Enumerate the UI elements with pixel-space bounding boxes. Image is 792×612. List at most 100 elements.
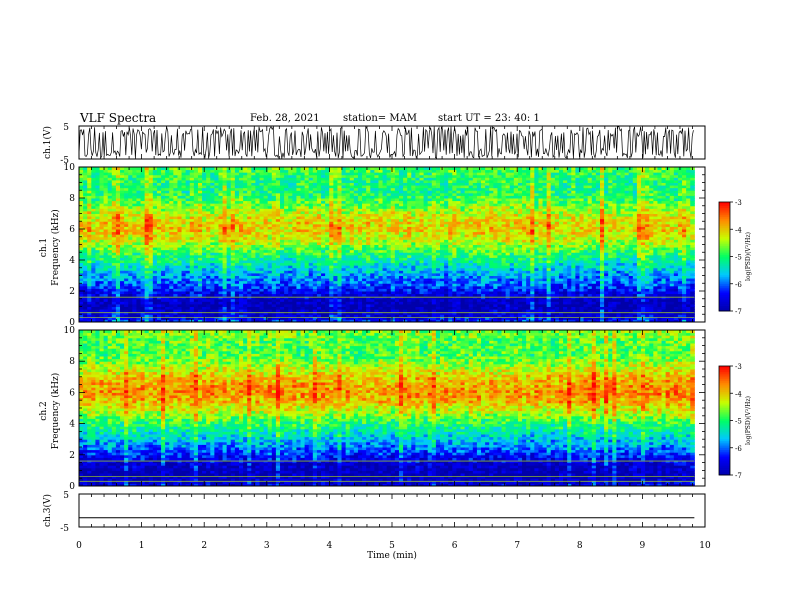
spectrogram-cell [156, 174, 162, 178]
spectrogram-cell [128, 265, 133, 269]
spectrogram-cell [111, 190, 117, 194]
spectrogram-cell [161, 236, 166, 240]
spectrogram-cell [148, 280, 154, 284]
spectrogram-cell [181, 265, 187, 269]
spectrogram-cell [181, 301, 187, 305]
spectrogram-cell [140, 195, 146, 199]
spectrogram-cell [103, 179, 109, 183]
spectrogram-cell [115, 252, 121, 256]
spectrogram-cell [128, 172, 133, 176]
spectrogram-cell [132, 301, 137, 305]
spectrogram-cell [115, 291, 121, 295]
spectrogram-cell [140, 234, 146, 238]
spectrogram-cell [99, 285, 105, 289]
spectrogram-cell [124, 306, 129, 310]
spectrogram-cell [107, 288, 113, 292]
spectrogram-cell [156, 309, 162, 313]
spectrogram-cell [124, 182, 129, 186]
spectrogram-cell [165, 314, 170, 318]
spectrogram-cell [83, 247, 88, 251]
spectrogram-cell [161, 239, 166, 243]
spectrogram-cell [165, 285, 170, 289]
spectrogram-cell [181, 172, 187, 176]
spectrogram-cell [95, 249, 101, 253]
spectrogram-cell [103, 213, 109, 217]
spectrogram-cell [128, 301, 133, 305]
spectrogram-cell [87, 221, 92, 225]
spectrogram-cell [165, 311, 170, 315]
spectrogram-cell [115, 267, 121, 271]
spectrogram-cell [107, 216, 113, 220]
spectrogram-cell [107, 179, 113, 183]
spectrogram-cell [79, 198, 84, 202]
spectrogram-cell [140, 301, 146, 305]
spectrogram-cell [169, 314, 174, 318]
spectrogram-cell [120, 272, 125, 276]
spectrogram-cell [120, 301, 125, 305]
spectrogram-cell [95, 296, 101, 300]
spectrogram-cell [115, 218, 121, 222]
spectrogram-cell [185, 293, 191, 297]
spectrogram-cell [111, 285, 117, 289]
spectrogram-cell [111, 309, 117, 313]
spectrogram-cell [173, 301, 178, 305]
spectrogram-cell [107, 285, 113, 289]
spectrogram-cell [107, 306, 113, 310]
spectrogram-cell [120, 316, 125, 320]
spectrogram-cell [181, 283, 187, 287]
spectrogram-cell [148, 306, 154, 310]
ch1-waveform-trace [78, 125, 694, 160]
spectrogram-cell [169, 272, 174, 276]
spectrogram-cell [136, 236, 142, 240]
spectrogram-cell [103, 301, 109, 305]
spectrogram-cell [79, 192, 84, 196]
spectrogram-cell [185, 262, 191, 266]
spectrogram-cell [173, 306, 178, 310]
spectrogram-cell [173, 179, 178, 183]
spectrogram-cell [140, 296, 146, 300]
spectrogram-cell [169, 278, 174, 282]
spectrogram-cell [79, 249, 84, 253]
spectrogram-cell [161, 223, 166, 227]
spectrogram-cell [111, 303, 117, 307]
spectrogram-cell [177, 218, 183, 222]
spectrogram-cell [115, 174, 121, 178]
spectrogram-cell [115, 221, 121, 225]
spectrogram-cell [185, 241, 191, 245]
spectrogram-cell [132, 218, 137, 222]
spectrogram-cell [99, 262, 105, 266]
spectrogram-cell [132, 296, 137, 300]
spectrogram-cell [156, 293, 162, 297]
spectrogram-cell [177, 278, 183, 282]
spectrogram-cell [152, 167, 158, 171]
spectrogram-cell [148, 285, 154, 289]
spectrogram-cell [132, 244, 137, 248]
spectrogram-cell [115, 270, 121, 274]
spectrogram-cell [177, 216, 183, 220]
spectrogram-cell [144, 169, 150, 173]
spectrogram-cell [132, 241, 137, 245]
spectrogram-cell [87, 244, 92, 248]
spectrogram-cell [83, 203, 88, 207]
spectrogram-cell [124, 275, 129, 279]
spectrogram-cell [132, 262, 137, 266]
spectrogram-cell [111, 169, 117, 173]
spectrogram-cell [83, 221, 88, 225]
spectrogram-cell [169, 218, 174, 222]
spectrogram-cell [169, 252, 174, 256]
spectrogram-cell [148, 247, 154, 251]
spectrogram-cell [152, 278, 158, 282]
spectrogram-cell [165, 182, 170, 186]
spectrogram-cell [87, 182, 92, 186]
spectrogram-cell [169, 223, 174, 227]
spectrogram-cell [107, 262, 113, 266]
spectrogram-cell [107, 280, 113, 284]
spectrogram-cell [161, 198, 166, 202]
spectrogram-cell [161, 205, 166, 209]
spectrogram-cell [107, 198, 113, 202]
spectrogram-cell [189, 296, 195, 300]
spectrogram-cell [177, 192, 183, 196]
spectrogram-cell [156, 185, 162, 189]
spectrogram-cell [169, 291, 174, 295]
